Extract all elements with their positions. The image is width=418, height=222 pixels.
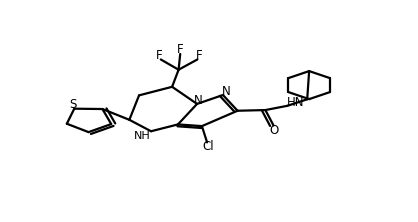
Text: N: N	[222, 85, 231, 98]
Text: F: F	[156, 49, 163, 61]
Text: O: O	[270, 124, 279, 137]
Text: F: F	[196, 49, 202, 61]
Text: N: N	[194, 94, 203, 107]
Text: HN: HN	[286, 96, 304, 109]
Text: S: S	[69, 98, 76, 111]
Text: NH: NH	[134, 131, 150, 141]
Text: F: F	[177, 43, 184, 56]
Text: Cl: Cl	[202, 141, 214, 153]
